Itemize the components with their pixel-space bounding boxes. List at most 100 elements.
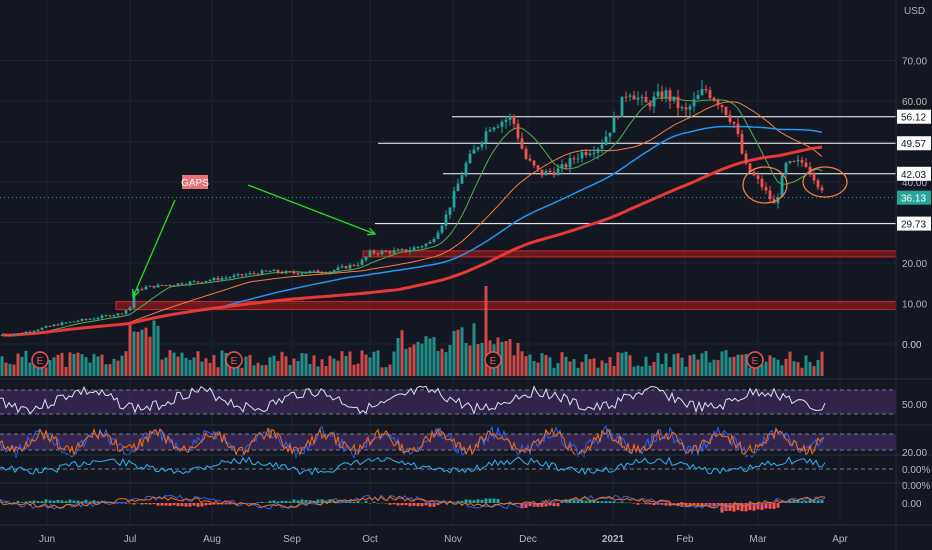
candle-body-39 xyxy=(156,284,160,288)
candle-body-199 xyxy=(796,160,800,162)
volume-bar-144 xyxy=(576,367,580,376)
macd-hist-157 xyxy=(628,502,632,504)
volume-bar-175 xyxy=(700,353,704,376)
volume-bar-188 xyxy=(752,364,756,376)
macd-hist-10 xyxy=(40,501,44,503)
candle-body-189 xyxy=(756,175,760,179)
macd-hist-106 xyxy=(424,503,428,506)
price-axis[interactable]: USD 70.00 60.00 40.00 20.00 10.00 0.00 0.00 56.1… xyxy=(897,6,931,510)
volume-bar-187 xyxy=(748,367,752,376)
volume-bar-116 xyxy=(464,343,468,376)
macd-hist-98 xyxy=(392,503,396,505)
earnings-label-3: E xyxy=(752,356,759,367)
macd-hist-32 xyxy=(128,503,132,504)
candle-body-118 xyxy=(472,149,476,154)
ma-100-line xyxy=(1,145,823,337)
candle-body-124 xyxy=(496,126,500,128)
volume-bar-150 xyxy=(600,360,604,376)
macd-hist-165 xyxy=(660,503,664,505)
candle-body-155 xyxy=(620,96,624,118)
macd-hist-142 xyxy=(568,499,572,503)
candle-body-67 xyxy=(268,271,272,273)
candle-body-203 xyxy=(812,172,816,181)
candle-body-63 xyxy=(252,273,256,275)
candle-body-177 xyxy=(708,90,712,98)
candle-body-85 xyxy=(340,266,344,268)
candle-body-10 xyxy=(40,327,44,330)
candle-body-35 xyxy=(140,288,144,290)
macd-hist-24 xyxy=(96,501,100,503)
macd-hist-12 xyxy=(48,500,52,503)
candle-body-37 xyxy=(148,285,152,287)
candle-body-15 xyxy=(60,322,64,326)
volume-bar-84 xyxy=(336,360,340,376)
volume-bar-177 xyxy=(708,362,712,376)
macd-hist-100 xyxy=(400,503,404,506)
macd-hist-162 xyxy=(648,503,652,505)
candle-body-183 xyxy=(732,122,736,124)
volume-bar-132 xyxy=(528,354,532,376)
candle-body-108 xyxy=(432,238,436,242)
volume-bar-176 xyxy=(704,351,708,376)
candle-body-50 xyxy=(200,281,204,283)
macd-hist-143 xyxy=(572,500,576,503)
candle-body-198 xyxy=(792,161,796,163)
volume-bar-51 xyxy=(204,358,208,376)
candle-body-125 xyxy=(500,121,504,127)
candle-body-141 xyxy=(564,164,568,168)
candle-body-99 xyxy=(396,249,400,251)
volume-bar-29 xyxy=(116,360,120,376)
volume-bar-73 xyxy=(292,358,296,376)
annotations: GAPS xyxy=(132,166,848,299)
candle-body-195 xyxy=(780,174,784,198)
volume-bar-27 xyxy=(108,364,112,376)
volume-bar-67 xyxy=(268,357,272,376)
volume-axis-label: 0.00 xyxy=(902,340,922,351)
volume-bar-22 xyxy=(88,362,92,376)
time-axis[interactable]: Jun Jul Aug Sep Oct Nov Dec 2021 Feb Mar Apr xyxy=(39,534,849,545)
macd-hist-197 xyxy=(788,500,792,503)
price-tick-7: 0.00 xyxy=(902,340,922,351)
candle-body-138 xyxy=(552,171,556,176)
candle-body-7 xyxy=(28,331,32,333)
volume-bar-157 xyxy=(628,355,632,376)
volume-bar-78 xyxy=(312,355,316,376)
macd-hist-77 xyxy=(308,500,312,503)
volume-bar-88 xyxy=(352,364,356,376)
macd-hist-23 xyxy=(92,500,96,503)
macd-hist-7 xyxy=(28,500,32,503)
volume-bar-162 xyxy=(648,365,652,376)
volume-bar-148 xyxy=(592,358,596,376)
macd-hist-169 xyxy=(676,503,680,506)
macd-hist-191 xyxy=(764,503,768,509)
candle-body-113 xyxy=(452,191,456,208)
price-tick-0: 70.00 xyxy=(902,57,927,68)
volume-bar-44 xyxy=(176,356,180,376)
volume-bar-204 xyxy=(816,359,820,376)
candle-body-94 xyxy=(376,253,380,255)
candle-body-80 xyxy=(320,272,324,274)
volume-bar-118 xyxy=(472,323,476,376)
candle-body-78 xyxy=(312,270,316,272)
volume-bar-115 xyxy=(460,327,464,376)
candle-body-23 xyxy=(92,318,96,320)
macd-hist-193 xyxy=(772,503,776,509)
stoch-k-line xyxy=(0,425,825,459)
volume-bar-21 xyxy=(84,357,88,376)
candle-body-137 xyxy=(548,170,552,172)
level-tag-text-3: 29.73 xyxy=(901,220,926,231)
candle-body-111 xyxy=(444,214,448,226)
level-tag-2 xyxy=(897,166,931,181)
macd-hist-59 xyxy=(236,503,240,504)
volume-bar-89 xyxy=(356,363,360,376)
candle-body-22 xyxy=(88,318,92,320)
candle-body-25 xyxy=(100,315,104,318)
candle-body-147 xyxy=(588,153,592,156)
candle-body-131 xyxy=(524,148,528,159)
volume-bar-56 xyxy=(224,352,228,376)
candle-body-57 xyxy=(228,277,232,279)
macd-hist-104 xyxy=(416,503,420,507)
macd-hist-44 xyxy=(176,503,180,507)
